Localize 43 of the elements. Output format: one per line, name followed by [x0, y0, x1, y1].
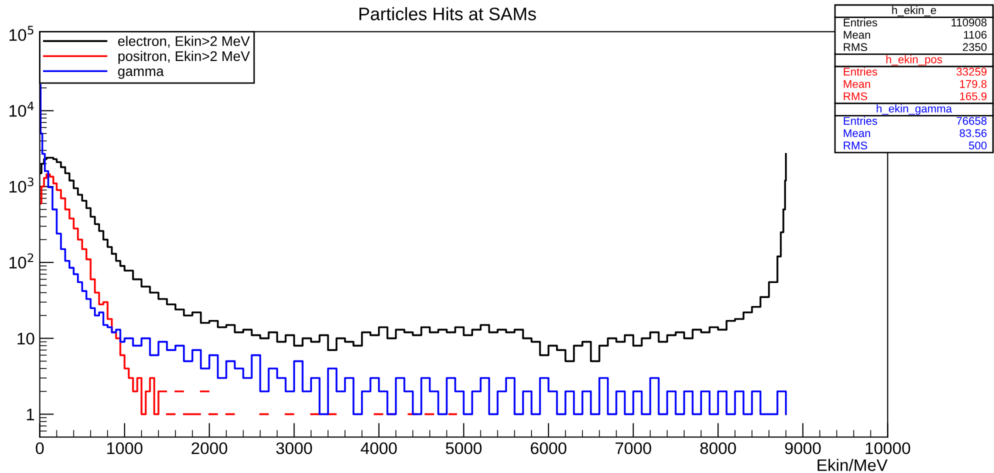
y-tick-label: 1: [26, 408, 34, 420]
text: 76658: [956, 116, 987, 125]
annotation: h_ekin_pos: [886, 55, 942, 66]
y-tick-label: 10$^{4}$: [10, 102, 34, 117]
legend-label: electron, Ekin>2 MeV: [118, 36, 250, 48]
annotation: RMS: [844, 92, 868, 100]
annotation: Entries: [844, 67, 878, 76]
text: Entries: [844, 18, 878, 26]
y-tick-label: 10$^{5}$: [10, 26, 34, 41]
text: h_ekin_e: [892, 6, 936, 16]
x-tick-label: 1000: [107, 442, 142, 454]
annotation: Mean: [844, 129, 870, 138]
text: 83.56: [960, 129, 987, 138]
x-tick-label: 9000: [785, 442, 821, 454]
x-tick-label: 7000: [616, 442, 652, 454]
annotation: RMS: [844, 43, 868, 52]
annotation: Mean: [844, 30, 870, 39]
x-tick-label: 10000: [866, 442, 910, 454]
x-tick-label: 3000: [276, 442, 312, 454]
y-tick-label: 10$^{3}$: [10, 177, 34, 193]
legend-label: gamma: [118, 68, 164, 79]
x-tick-label: 5000: [446, 442, 482, 454]
annotation: Mean: [844, 80, 870, 88]
annotation: h_ekin_gamma: [876, 104, 952, 115]
x-axis-title: Ekin/MeV: [818, 458, 888, 472]
x-tick-label: 8000: [700, 442, 736, 454]
annotation: Entries: [844, 116, 878, 125]
y-tick-label: 10: [18, 332, 34, 345]
x-tick-label: 6000: [530, 442, 566, 454]
x-tick-label: 2000: [192, 442, 228, 454]
text: 165.9: [960, 92, 987, 100]
text: 33259: [956, 68, 987, 76]
x-tick-label: 4000: [360, 442, 397, 454]
x-tick-label: 0: [36, 442, 44, 454]
text: 500: [968, 142, 987, 150]
y-tick-label: 10$^{2}$: [10, 253, 34, 269]
text: 110908: [952, 18, 987, 26]
chart-title: Particles Hits at SAMs: [359, 7, 536, 20]
annotation: RMS: [844, 142, 868, 150]
text: 179.8: [960, 80, 987, 88]
text: 2350: [962, 43, 987, 52]
legend-label: positron, Ekin>2 MeV: [118, 50, 250, 64]
text: 1106: [964, 30, 987, 39]
